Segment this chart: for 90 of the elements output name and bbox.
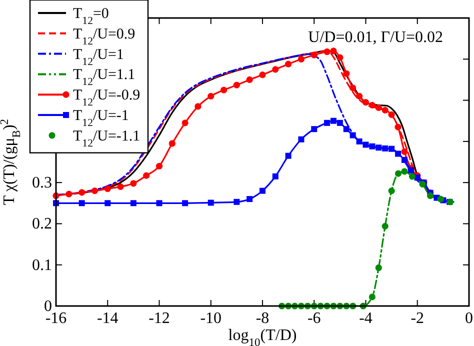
x-tick-label: 0 [465, 310, 473, 327]
point [285, 152, 292, 159]
point [130, 180, 137, 187]
legend-label: T$_{12}$/U=1 [73, 46, 124, 68]
point [104, 200, 111, 206]
point [272, 66, 279, 73]
x-tick-label: -8 [256, 310, 270, 327]
point [382, 106, 388, 114]
point [350, 132, 356, 138]
point [259, 71, 266, 78]
y-tick-label: 0.2 [32, 216, 52, 233]
point [310, 52, 318, 58]
point [311, 126, 318, 132]
point [394, 170, 402, 177]
point [401, 168, 408, 175]
x-tick-label: -4 [359, 310, 372, 327]
legend-label: T$_{12}$/U=-1 [73, 108, 129, 129]
point [78, 189, 86, 196]
legend-label: T$_{12}$/U=-1.1 [73, 128, 140, 150]
point [362, 142, 369, 148]
legend-label: T$_{12}$/U=0.9 [73, 26, 136, 48]
x-tick-label: -12 [148, 310, 170, 327]
point [368, 102, 376, 109]
x-tick-label: -6 [307, 310, 321, 327]
point [401, 156, 408, 163]
point [143, 172, 150, 179]
point [350, 84, 356, 92]
point [208, 200, 214, 206]
point [330, 48, 337, 54]
point [401, 148, 408, 156]
point [369, 143, 376, 150]
point [260, 188, 266, 194]
point [362, 99, 370, 106]
point [368, 294, 376, 300]
point [375, 104, 382, 111]
x-axis-title: log$_{10}$(T/D) [228, 327, 297, 346]
point [66, 190, 72, 198]
point [414, 174, 420, 181]
point [388, 188, 395, 194]
point [408, 173, 416, 180]
point [356, 92, 363, 100]
point [376, 144, 382, 151]
point [382, 145, 388, 152]
point [330, 118, 336, 124]
annotation: U/D=0.01, Γ/U=0.02 [308, 29, 443, 46]
point [156, 162, 163, 170]
legend-label: T$_{12}$=0 [73, 6, 109, 27]
point [388, 146, 395, 152]
point [395, 150, 402, 157]
point [356, 138, 362, 144]
legend-label: T$_{12}$/U=1.1 [73, 67, 136, 88]
point [298, 136, 304, 142]
point [408, 167, 414, 174]
point [208, 92, 214, 100]
point [130, 200, 136, 206]
point [78, 200, 85, 206]
point [336, 54, 344, 61]
point [382, 222, 388, 230]
point [246, 76, 253, 84]
x-tick-label: -2 [410, 310, 424, 327]
point [91, 188, 98, 194]
x-tick-label: -14 [96, 310, 118, 327]
point [272, 173, 278, 180]
y-tick-label: 0.3 [32, 174, 52, 192]
point [437, 196, 444, 202]
point [182, 200, 188, 206]
point [168, 140, 176, 147]
point [104, 185, 111, 192]
point [156, 200, 162, 206]
point [234, 198, 240, 205]
point [343, 126, 350, 132]
point [324, 120, 330, 126]
point [220, 86, 228, 94]
point [343, 70, 350, 77]
y-tick-label: 0.1 [32, 256, 52, 274]
point [375, 264, 382, 272]
point [182, 120, 188, 126]
point [336, 120, 343, 126]
point [285, 60, 292, 68]
point [298, 56, 305, 62]
point [246, 196, 253, 202]
point [194, 103, 202, 110]
point [388, 111, 395, 118]
point [324, 48, 330, 56]
x-tick-label: -10 [200, 310, 222, 327]
point [394, 124, 402, 130]
point [426, 192, 434, 200]
point [117, 183, 124, 190]
legend-label: T$_{12}$/U=-0.9 [73, 88, 140, 109]
point [233, 82, 240, 88]
